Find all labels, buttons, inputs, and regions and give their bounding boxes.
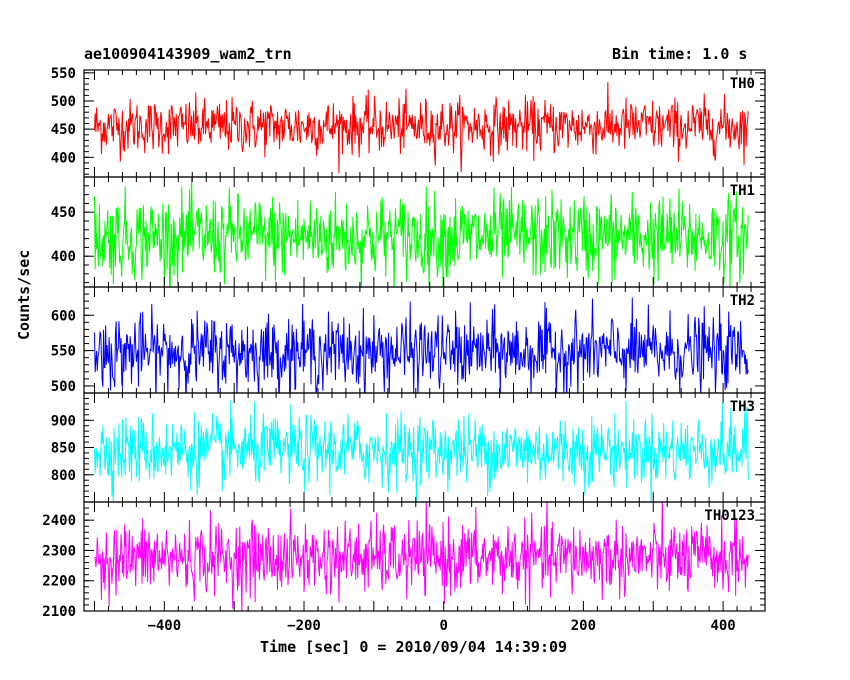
chart-title: ae100904143909_wam2_trn: [84, 45, 292, 63]
y-tick-label: 800: [51, 468, 76, 484]
panel-label-th0: TH0: [730, 76, 755, 92]
panel-frame: [83, 501, 766, 612]
x-tick-label: 0: [439, 618, 447, 634]
y-tick-label: 400: [51, 150, 76, 166]
x-tick-label: 400: [710, 618, 735, 634]
y-tick-label: 2400: [42, 513, 76, 529]
bin-time-label: Bin time: 1.0 s: [612, 45, 748, 63]
y-tick-label: 2300: [42, 543, 76, 559]
series-line-th0123: [94, 502, 749, 611]
panel-label-th1: TH1: [730, 183, 755, 199]
panel-label-th2: TH2: [730, 293, 755, 309]
y-tick-label: 500: [51, 94, 76, 110]
y-tick-label: 2200: [42, 574, 76, 590]
series-line-th0: [93, 82, 749, 174]
y-tick-label: 550: [51, 66, 76, 82]
panel-label-th0123: TH0123: [704, 508, 755, 524]
series-line-th1: [93, 177, 749, 287]
y-tick-label: 900: [51, 413, 76, 429]
panel-label-th3: TH3: [730, 399, 755, 415]
y-tick-label: 600: [51, 308, 76, 324]
y-tick-label: 850: [51, 441, 76, 457]
series-line-th3: [93, 400, 749, 502]
y-tick-label: 2100: [42, 604, 76, 620]
y-tick-label: 400: [51, 249, 76, 265]
y-axis-label: Counts/sec: [15, 249, 33, 340]
y-tick-label: 450: [51, 122, 76, 138]
x-axis-label: Time [sec] 0 = 2010/09/04 14:39:09: [260, 638, 568, 656]
x-tick-label: 200: [571, 618, 596, 634]
x-tick-label: −400: [147, 618, 181, 634]
x-tick-label: −200: [287, 618, 321, 634]
y-tick-label: 450: [51, 205, 76, 221]
y-tick-label: 500: [51, 379, 76, 395]
y-tick-label: 550: [51, 344, 76, 360]
series-line-th2: [93, 297, 749, 393]
